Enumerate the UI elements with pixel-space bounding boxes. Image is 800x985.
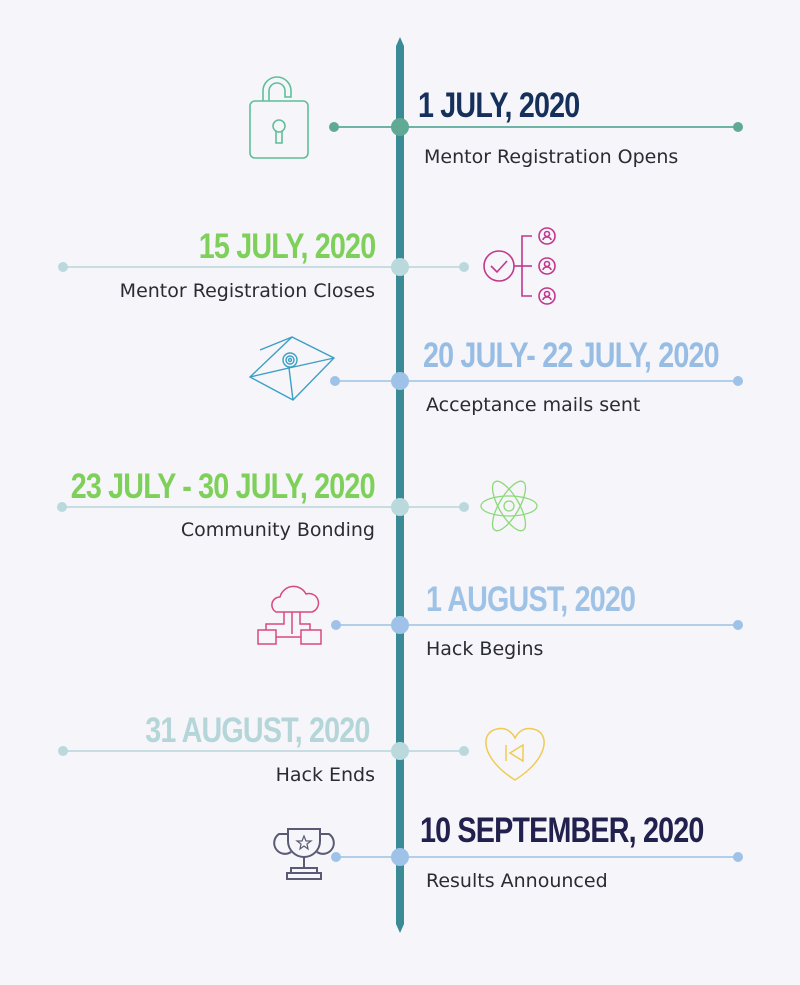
event-1-date: 1 JULY, 2020 [418, 86, 580, 125]
event-4-label: Community Bonding [180, 519, 375, 541]
cloud-network-icon [257, 585, 322, 645]
event-6-date: 31 AUGUST, 2020 [145, 711, 371, 750]
event-5-connector [331, 616, 743, 634]
event-4-connector [57, 498, 469, 516]
event-1-label: Mentor Registration Opens [424, 146, 679, 168]
event-3-label: Acceptance mails sent [426, 394, 641, 416]
team-selection-icon [483, 227, 556, 305]
event-5-label: Hack Begins [426, 638, 544, 660]
event-7-connector [331, 848, 743, 866]
timeline-axis [396, 37, 404, 933]
event-6-label: Hack Ends [275, 764, 375, 786]
event-2-date: 15 JULY, 2020 [198, 227, 375, 266]
event-4-date: 23 JULY - 30 JULY, 2020 [71, 467, 376, 506]
event-3-connector [330, 372, 743, 390]
envelope-icon [248, 336, 336, 401]
event-5-date: 1 AUGUST, 2020 [426, 580, 636, 619]
event-2-connector [58, 258, 469, 276]
atom-icon [480, 480, 538, 532]
trophy-icon [273, 828, 335, 880]
heart-rewind-icon [485, 727, 545, 781]
unlocked-padlock-icon [249, 76, 309, 159]
event-3-date: 20 JULY- 22 JULY, 2020 [423, 336, 720, 375]
event-2-label: Mentor Registration Closes [119, 280, 375, 302]
event-1-connector [329, 118, 743, 136]
event-7-date: 10 SEPTEMBER, 2020 [420, 811, 704, 850]
event-7-label: Results Announced [426, 870, 608, 892]
event-6-connector [58, 742, 469, 760]
